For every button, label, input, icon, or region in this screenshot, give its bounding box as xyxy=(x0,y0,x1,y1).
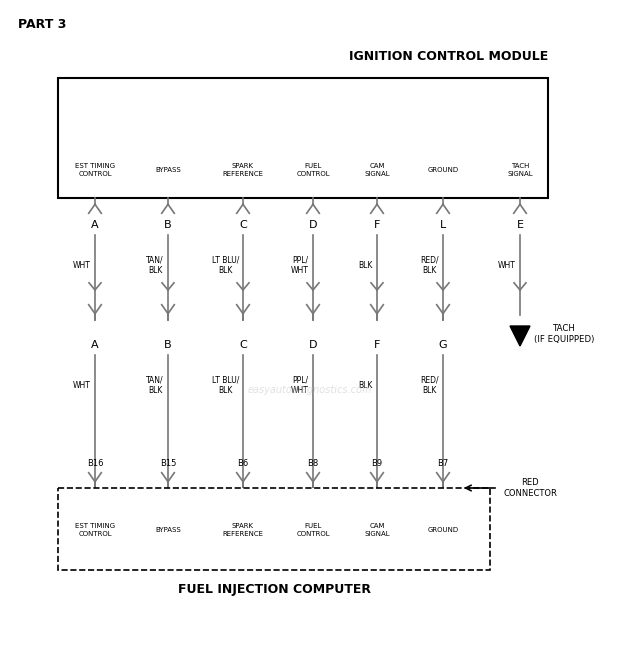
Text: F: F xyxy=(374,220,380,230)
Text: WHT: WHT xyxy=(73,261,91,270)
Text: CAM
SIGNAL: CAM SIGNAL xyxy=(364,164,390,177)
Text: TACH
SIGNAL: TACH SIGNAL xyxy=(507,164,533,177)
Text: GROUND: GROUND xyxy=(428,527,459,533)
Text: SPARK
REFERENCE: SPARK REFERENCE xyxy=(222,164,263,177)
Text: CAM
SIGNAL: CAM SIGNAL xyxy=(364,523,390,536)
Text: E: E xyxy=(517,330,523,340)
Text: G: G xyxy=(439,340,447,350)
Text: C: C xyxy=(239,220,247,230)
Text: LT BLU/
BLK: LT BLU/ BLK xyxy=(211,255,239,275)
Text: PART 3: PART 3 xyxy=(18,18,66,31)
Text: WHT: WHT xyxy=(73,380,91,389)
Text: easyautodiagnostics.com: easyautodiagnostics.com xyxy=(248,385,372,395)
Text: PPL/
WHT: PPL/ WHT xyxy=(291,375,309,395)
Text: B16: B16 xyxy=(87,460,103,469)
Bar xyxy=(58,78,548,198)
Text: TAN/
BLK: TAN/ BLK xyxy=(146,255,164,275)
Text: D: D xyxy=(309,340,317,350)
Text: B: B xyxy=(164,220,172,230)
Text: B7: B7 xyxy=(438,460,449,469)
Text: TAN/
BLK: TAN/ BLK xyxy=(146,375,164,395)
Text: BYPASS: BYPASS xyxy=(155,527,181,533)
Text: EST TIMING
CONTROL: EST TIMING CONTROL xyxy=(75,164,115,177)
Text: WHT: WHT xyxy=(498,261,516,270)
Text: D: D xyxy=(309,220,317,230)
Text: B: B xyxy=(164,340,172,350)
Text: F: F xyxy=(374,340,380,350)
Text: BLK: BLK xyxy=(358,380,373,389)
Text: B9: B9 xyxy=(371,460,383,469)
Text: GROUND: GROUND xyxy=(428,167,459,173)
Text: TACH
(IF EQUIPPED): TACH (IF EQUIPPED) xyxy=(534,324,595,344)
Text: E: E xyxy=(517,220,523,230)
Text: EST TIMING
CONTROL: EST TIMING CONTROL xyxy=(75,523,115,536)
Text: FUEL
CONTROL: FUEL CONTROL xyxy=(296,164,330,177)
Text: B15: B15 xyxy=(160,460,176,469)
Text: FUEL INJECTION COMPUTER: FUEL INJECTION COMPUTER xyxy=(177,584,371,597)
Text: SPARK
REFERENCE: SPARK REFERENCE xyxy=(222,523,263,536)
Text: A: A xyxy=(91,220,99,230)
Polygon shape xyxy=(510,326,530,346)
Text: BYPASS: BYPASS xyxy=(155,167,181,173)
Text: RED/
BLK: RED/ BLK xyxy=(420,255,439,275)
Text: L: L xyxy=(440,220,446,230)
Text: B8: B8 xyxy=(307,460,319,469)
Text: FUEL
CONTROL: FUEL CONTROL xyxy=(296,523,330,536)
Text: LT BLU/
BLK: LT BLU/ BLK xyxy=(211,375,239,395)
Text: PPL/
WHT: PPL/ WHT xyxy=(291,255,309,275)
Text: C: C xyxy=(239,340,247,350)
Text: BLK: BLK xyxy=(358,261,373,270)
Text: A: A xyxy=(91,340,99,350)
Bar xyxy=(58,488,490,570)
Text: RED/
BLK: RED/ BLK xyxy=(420,375,439,395)
Text: B6: B6 xyxy=(237,460,248,469)
Text: RED
CONNECTOR: RED CONNECTOR xyxy=(503,478,557,498)
Text: IGNITION CONTROL MODULE: IGNITION CONTROL MODULE xyxy=(349,50,548,63)
